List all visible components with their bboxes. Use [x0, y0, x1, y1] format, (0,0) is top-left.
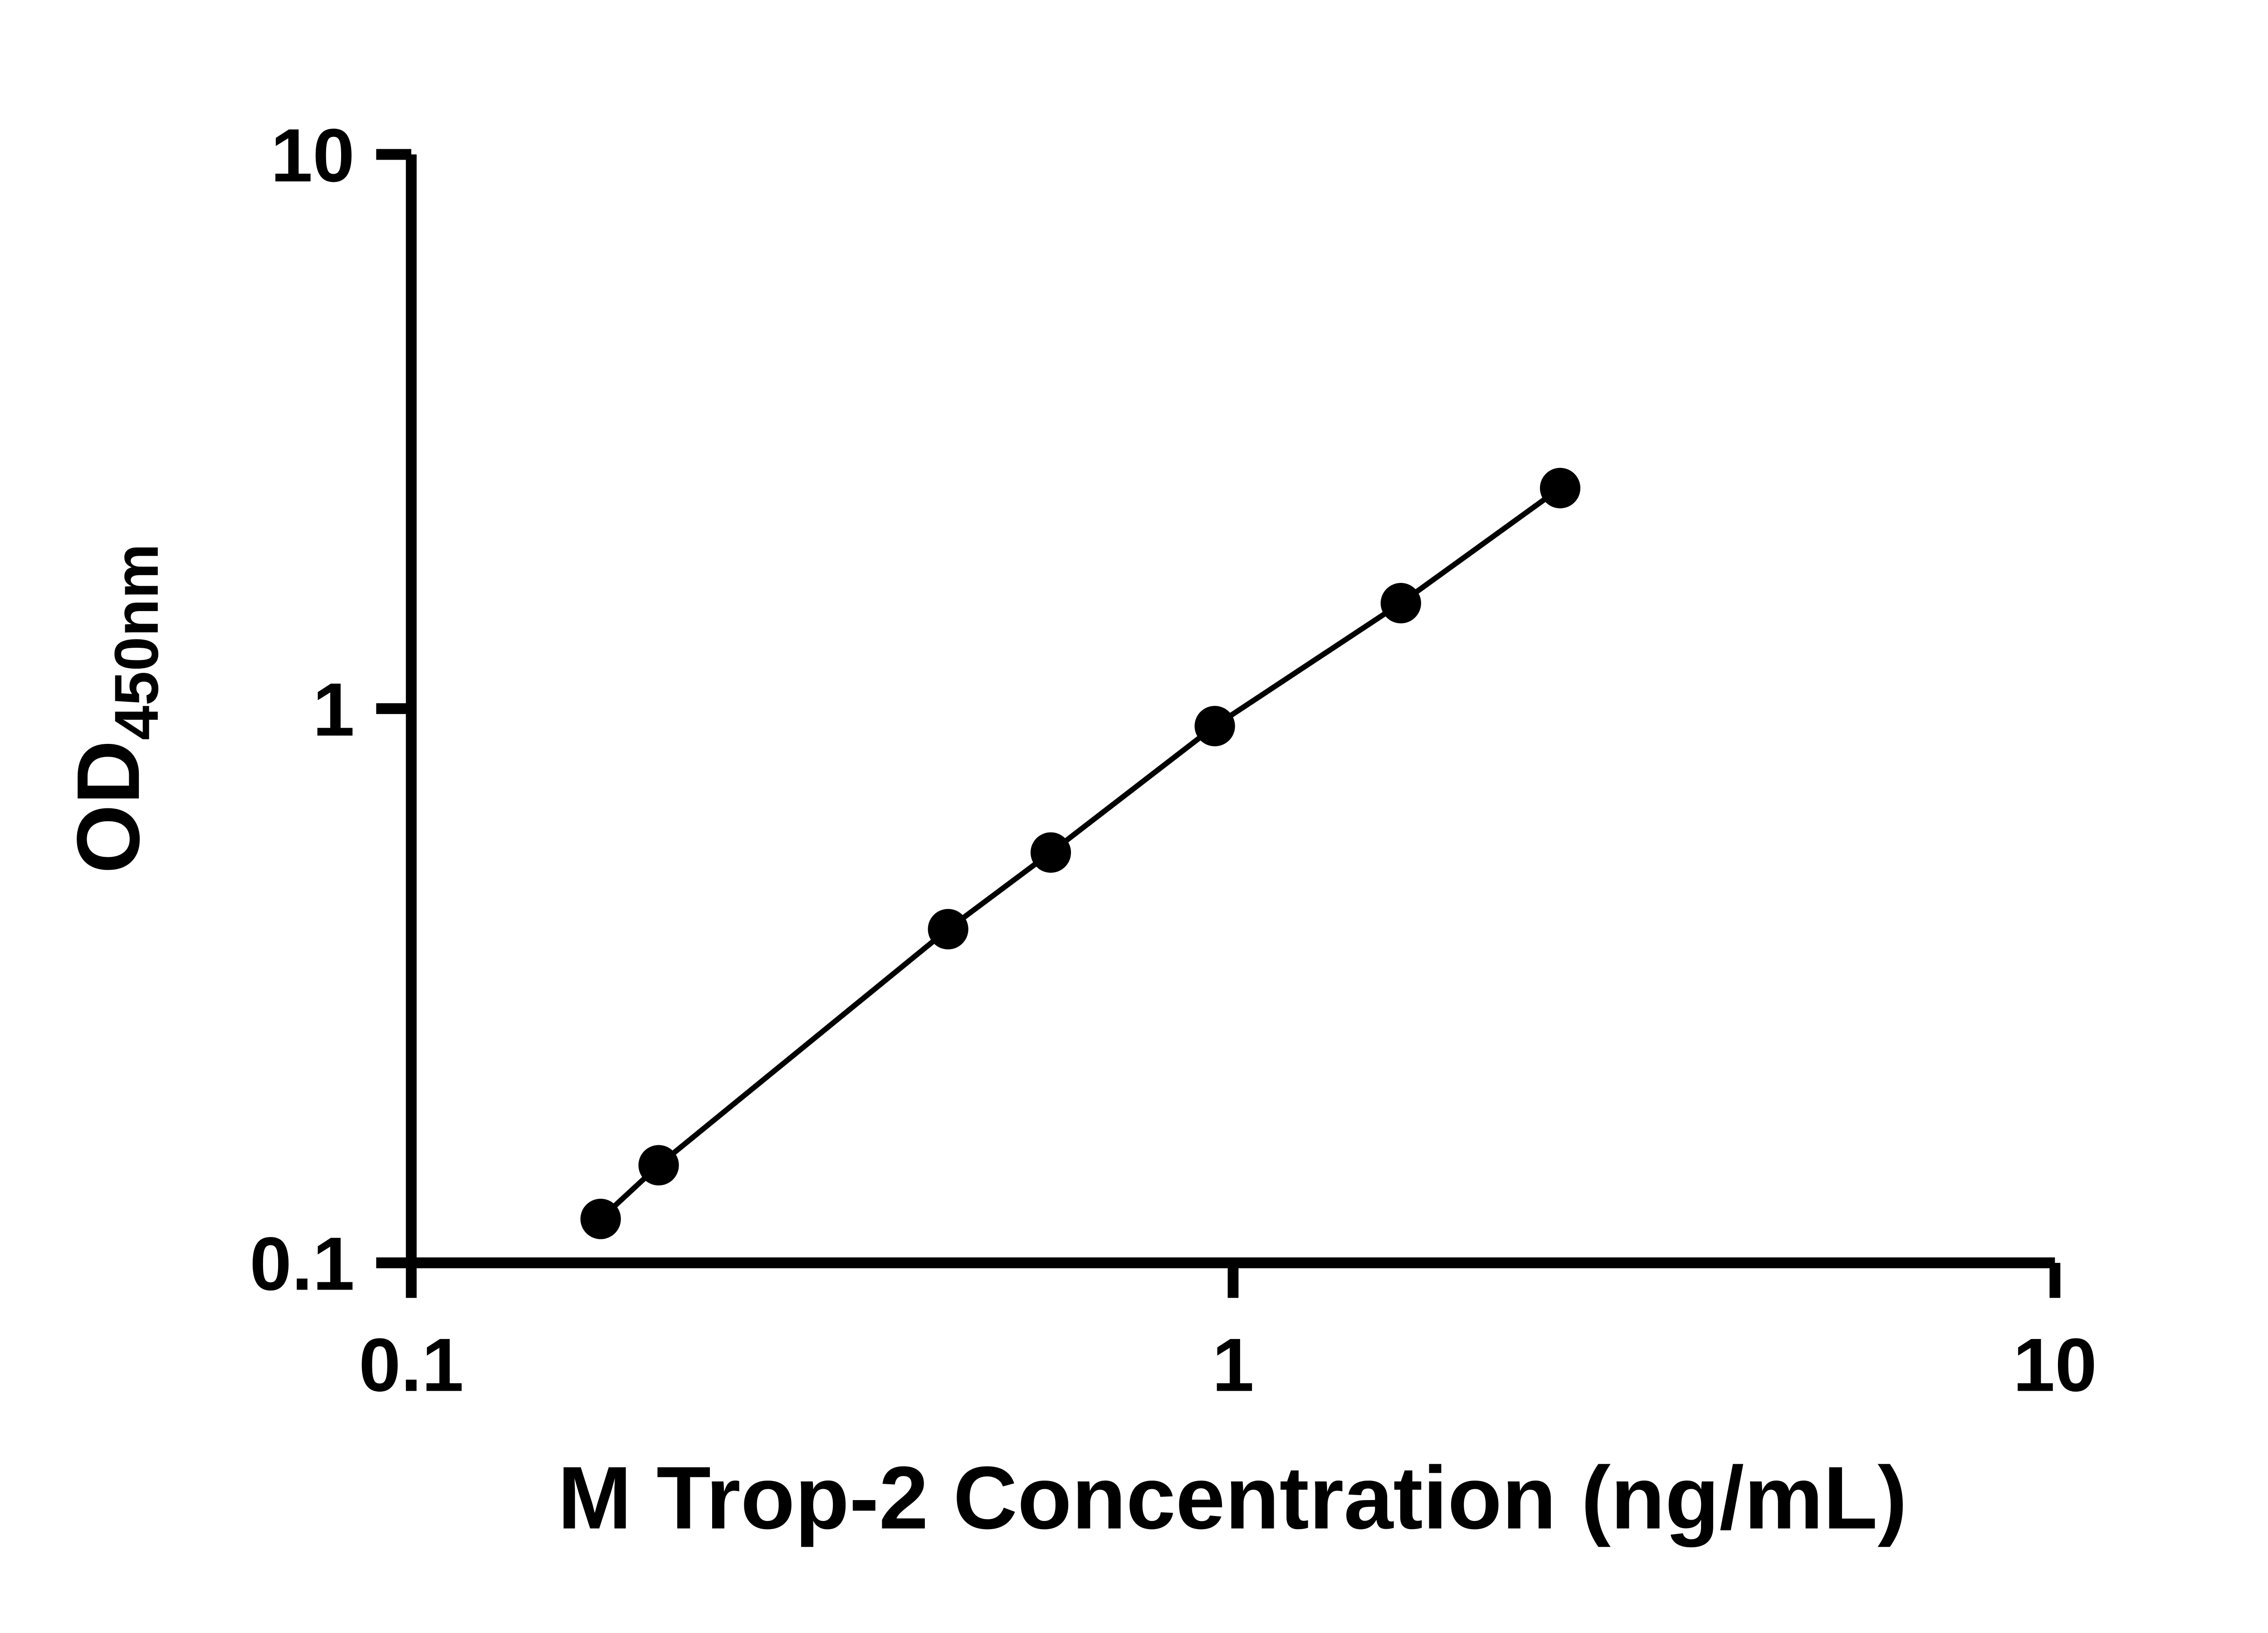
data-point: [1030, 832, 1071, 873]
data-point: [1540, 468, 1581, 508]
axes: [406, 154, 2055, 1268]
axis-frame: [406, 154, 2055, 1268]
data-point: [928, 909, 968, 949]
x-tick-label: 1: [1212, 1323, 1254, 1407]
data-series: [580, 468, 1581, 1239]
axis-ticks: [376, 149, 2061, 1298]
y-tick-label: 0.1: [249, 1222, 354, 1306]
y-axis-title: OD450nm: [58, 543, 171, 874]
x-tick-label: 10: [2013, 1323, 2097, 1407]
data-point: [1194, 706, 1235, 747]
data-point: [1380, 583, 1421, 624]
axis-tick-labels: 0.1 1 10 0.1 1 10: [249, 113, 2097, 1407]
x-tick-label: 0.1: [359, 1323, 464, 1407]
x-axis-title: M Trop-2 Concentration (ng/mL): [557, 1448, 1907, 1548]
y-axis-title-sub: 450nm: [102, 543, 171, 740]
y-tick-label: 1: [313, 668, 355, 752]
y-axis-title-main: OD: [58, 740, 158, 874]
data-point: [638, 1145, 679, 1186]
data-point: [580, 1198, 621, 1239]
y-tick-label: 10: [271, 113, 355, 198]
